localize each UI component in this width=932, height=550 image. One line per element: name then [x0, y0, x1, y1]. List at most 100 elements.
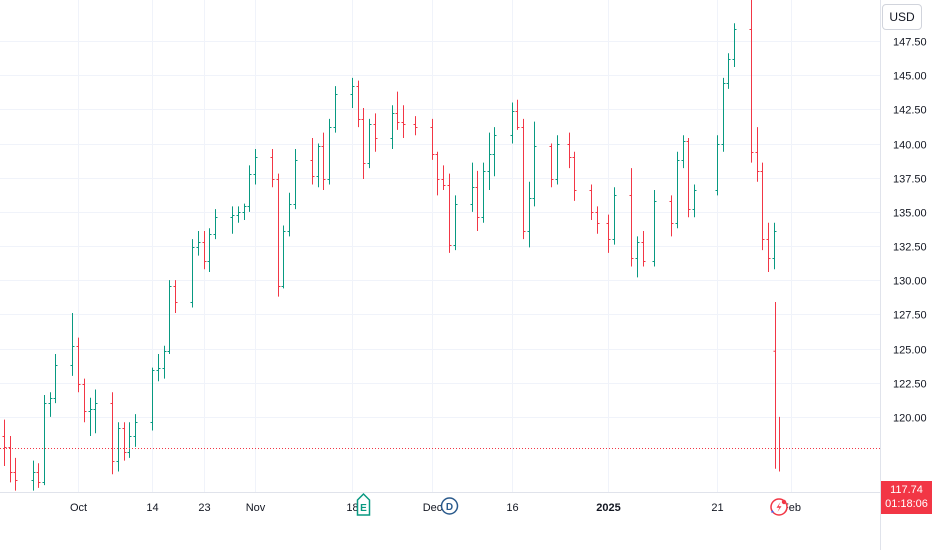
- ohlc-bar: [612, 187, 617, 245]
- ohlc-bar: [196, 230, 201, 256]
- last-price-value: 117.74: [890, 484, 923, 496]
- ohlc-bar: [133, 414, 138, 447]
- price-tick-label: 142.50: [893, 105, 927, 117]
- price-tick-label: 145.00: [893, 71, 927, 83]
- ohlc-bar: [167, 280, 172, 354]
- ohlc-bar: [401, 105, 406, 139]
- ohlc-bar: [629, 168, 634, 267]
- ohlc-bar: [281, 225, 286, 289]
- ohlc-bar: [36, 463, 41, 488]
- time-tick-label: Dec: [423, 502, 443, 514]
- ohlc-bar: [726, 53, 731, 89]
- dividend-marker-icon[interactable]: D: [440, 497, 459, 515]
- ohlc-bar: [190, 239, 195, 308]
- ohlc-bar: [675, 151, 680, 229]
- price-axis[interactable]: 147.50 145.00 142.50 140.00 137.50 135.00 132.…: [893, 37, 927, 425]
- ohlc-bar: [652, 189, 657, 267]
- ohlc-bar: [481, 162, 486, 223]
- ohlc-bar: [236, 206, 241, 223]
- ohlc-bar: [327, 118, 332, 185]
- ohlc-bar: [316, 143, 321, 188]
- price-tick-label: 135.00: [893, 208, 927, 220]
- ohlc-bar: [567, 132, 572, 169]
- ohlc-bar: [150, 367, 155, 431]
- ohlc-bar: [76, 337, 81, 393]
- ohlc-bar: [293, 148, 298, 210]
- time-tick-label: 2025: [596, 502, 620, 514]
- gridlines: [0, 0, 880, 492]
- ohlc-bar: [242, 203, 247, 221]
- price-tick-label: 147.50: [893, 37, 927, 49]
- time-tick-label: 16: [506, 502, 518, 514]
- ohlc-bar: [93, 389, 98, 434]
- ohlc-bar: [721, 77, 726, 152]
- ohlc-bar: [156, 353, 161, 382]
- ohlc-bar: [715, 135, 720, 196]
- currency-button[interactable]: USD: [882, 4, 922, 30]
- ohlc-bar: [572, 151, 577, 201]
- ohlc-bar: [773, 302, 780, 472]
- ohlc-bar: [202, 230, 207, 270]
- ohlc-bar: [48, 392, 53, 417]
- ohlc-bar: [606, 214, 611, 253]
- ohlc-bar: [207, 228, 212, 272]
- ohlc-bar: [8, 435, 13, 483]
- ohlc-bar: [162, 345, 167, 379]
- ohlc-bar: [692, 184, 697, 218]
- ohlc-bar: [110, 392, 115, 475]
- ohlc-bar: [515, 99, 520, 130]
- ohlc-bar: [635, 236, 640, 278]
- earnings-marker-icon[interactable]: E: [356, 492, 371, 516]
- ohlc-bar: [441, 165, 446, 190]
- ohlc-bars: [2, 0, 780, 491]
- lightning-icon[interactable]: [770, 498, 788, 516]
- time-tick-label: 14: [146, 502, 158, 514]
- ohlc-bar: [595, 206, 600, 234]
- ohlc-bar: [430, 118, 435, 160]
- ohlc-bar: [755, 127, 760, 182]
- ohlc-bar: [510, 102, 515, 144]
- ohlc-bar: [470, 162, 475, 212]
- ohlc-bar: [413, 116, 418, 136]
- ohlc-bar: [749, 0, 754, 163]
- ohlc-bar: [532, 121, 537, 207]
- price-tick-label: 132.50: [893, 242, 927, 254]
- ohlc-bar: [641, 230, 646, 267]
- ohlc-bar: [122, 422, 127, 461]
- last-price-badge: 117.74 01:18:06: [881, 481, 932, 514]
- ohlc-bar: [350, 77, 355, 108]
- ohlc-bar: [555, 135, 560, 185]
- price-tick-label: 127.50: [893, 310, 927, 322]
- svg-text:D: D: [446, 502, 453, 513]
- ohlc-bar: [367, 118, 372, 169]
- ohlc-bar: [373, 113, 378, 152]
- ohlc-bar: [356, 80, 361, 128]
- ohlc-bar: [2, 419, 7, 467]
- ohlc-bar: [390, 105, 395, 149]
- ohlc-bar: [127, 422, 132, 458]
- bar-countdown: 01:18:06: [885, 498, 928, 510]
- ohlc-bar: [760, 162, 765, 251]
- ohlc-bar: [772, 222, 777, 270]
- svg-text:E: E: [360, 503, 367, 514]
- price-tick-label: 140.00: [893, 140, 927, 152]
- ohlc-bar: [82, 378, 87, 423]
- time-tick-label: Nov: [246, 502, 266, 514]
- ohlc-bar: [453, 195, 458, 251]
- price-tick-label: 130.00: [893, 276, 927, 288]
- ohlc-bar: [247, 165, 252, 212]
- time-tick-label: 21: [711, 502, 723, 514]
- ohlc-bar: [487, 132, 492, 190]
- ohlc-bar: [435, 151, 440, 196]
- ohlc-bar: [253, 148, 258, 185]
- ohlc-bar: [270, 148, 275, 188]
- ohlc-bar: [669, 195, 674, 237]
- ohlc-bar: [230, 206, 235, 234]
- ohlc-bar: [53, 353, 58, 404]
- time-tick-label: 23: [198, 502, 210, 514]
- ohlc-bar: [527, 181, 532, 248]
- time-axis[interactable]: Oct 14 23 Nov 18 Dec 16 2025 21 Feb: [70, 502, 801, 514]
- ohlc-bar: [361, 107, 366, 180]
